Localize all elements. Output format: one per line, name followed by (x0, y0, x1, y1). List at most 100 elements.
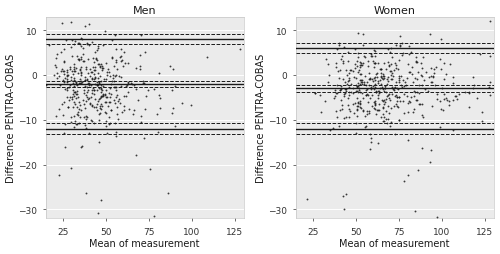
Point (360, 54, 368, 58)
Point (370, 106, 378, 110)
Point (412, 61, 420, 65)
Point (384, 48, 392, 52)
Point (426, 160, 434, 164)
Point (371, 99, 379, 103)
Point (440, 77, 448, 81)
Point (62, 80, 70, 84)
Point (94, 100, 102, 104)
Point (64, 74, 72, 78)
Point (353, 114, 361, 118)
Point (76, 43, 84, 47)
Point (374, 108, 382, 112)
Point (380, 98, 388, 102)
Point (88, 77, 96, 81)
Point (374, 72, 382, 76)
Point (383, 95, 391, 99)
Point (379, 106, 387, 110)
Point (412, 98, 420, 102)
Point (70, 68, 78, 72)
Point (88, 84, 96, 88)
Point (70, 43, 78, 47)
Point (395, 81, 403, 85)
Point (404, 111, 411, 115)
Point (101, 93, 109, 97)
Point (356, 106, 364, 110)
Point (106, 83, 114, 87)
Point (428, 67, 436, 71)
Point (412, 56, 420, 60)
Point (370, 84, 378, 88)
Point (104, 104, 112, 108)
Point (339, 194, 347, 198)
Point (364, 112, 372, 116)
Point (60, 100, 68, 104)
Point (374, 90, 382, 94)
Point (392, 66, 400, 70)
Point (418, 103, 426, 107)
Point (98, 89, 106, 93)
Point (339, 62, 347, 66)
Point (365, 78, 373, 82)
Point (77, 70, 85, 74)
Point (78, 109, 86, 113)
Point (384, 77, 392, 82)
Point (336, 88, 344, 92)
Point (86, 102, 94, 106)
Point (332, 83, 340, 87)
Point (358, 91, 366, 96)
Point (470, 83, 478, 87)
Point (473, 96, 481, 100)
Point (364, 72, 372, 76)
Point (96, 80, 104, 84)
Point (345, 76, 353, 80)
Point (452, 94, 460, 98)
Point (73, 55, 81, 59)
Point (380, 115, 388, 119)
Point (390, 89, 398, 93)
Point (88, 66, 96, 70)
Point (70, 66, 78, 70)
Point (114, 118, 122, 122)
Point (111, 101, 119, 105)
Point (384, 93, 392, 98)
Point (396, 118, 404, 122)
Point (110, 74, 118, 78)
Point (368, 104, 376, 108)
Point (70, 126, 78, 130)
Point (67, 121, 75, 125)
Point (418, 62, 426, 66)
Point (84, 98, 92, 102)
Point (108, 38, 116, 42)
Point (372, 72, 380, 76)
Point (404, 53, 412, 57)
Point (90, 83, 98, 87)
Point (336, 88, 344, 92)
Point (404, 63, 411, 67)
Point (357, 80, 365, 84)
Point (90, 88, 98, 92)
Point (112, 95, 120, 99)
Point (92, 105, 100, 109)
Point (425, 75, 433, 79)
Point (76, 82, 84, 86)
Point (428, 105, 436, 109)
Point (436, 58, 444, 62)
Point (353, 65, 361, 69)
Point (324, 81, 332, 85)
Point (82, 126, 90, 131)
Point (95, 82, 103, 86)
Point (136, 34, 144, 38)
Point (88, 71, 96, 75)
Point (62, 122, 70, 126)
Point (324, 62, 332, 66)
Point (116, 98, 124, 102)
Point (86, 131, 94, 135)
Point (354, 105, 362, 109)
Point (70, 100, 78, 104)
Point (68, 70, 76, 74)
Point (454, 97, 462, 101)
Point (66, 46, 74, 50)
Point (421, 88, 429, 92)
Point (80, 25, 88, 29)
Point (110, 80, 118, 84)
